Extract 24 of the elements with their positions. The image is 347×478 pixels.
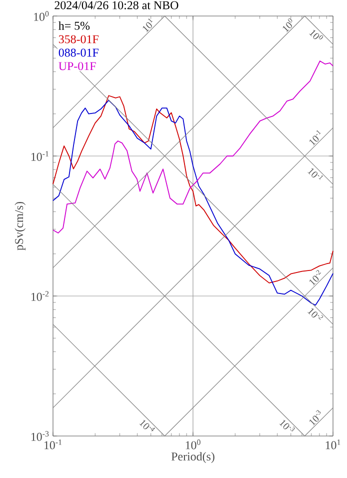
chart-title: 2024/04/26 10:28 at NBO [54,1,178,10]
x-tick-label: 10$^{0}$ [186,440,200,450]
x-axis-title: Period(s) [171,452,214,463]
x-tick-label: 10$^{-1}$ [44,440,62,450]
y-axis-title: pSv(cm/s) [14,202,26,250]
legend-title: h= 5% [58,21,90,30]
y-tick-label: 10$^{-1}$ [31,151,48,161]
text: 10$^{-1}$ [309,130,321,146]
legend-label: 10$^{1}$ [142,18,153,32]
legend-label: 10$^{0}$ [309,30,324,40]
x-tick-label: 10$^{1}$ [326,440,340,450]
y-tick-label: 10$^{-2}$ [31,291,49,301]
legend-label: 10$^{0}$ [282,18,292,32]
text: 10$^{-3}$ [279,420,295,432]
text: 358-01F [58,35,98,44]
legend-label: 10$^{-1}$ [308,168,323,180]
text: 088-01F [58,48,98,57]
y-tick-label: 10$^{-3}$ [31,431,49,441]
text: UP-01F [58,62,96,70]
text: 10$^{-4}$ [139,420,156,432]
text: 10$^{-2}$ [309,270,322,286]
legend-label: 10$^{-2}$ [308,308,324,320]
text: 10$^{-3}$ [309,410,321,426]
y-tick-label: 10$^{0}$ [34,11,49,21]
